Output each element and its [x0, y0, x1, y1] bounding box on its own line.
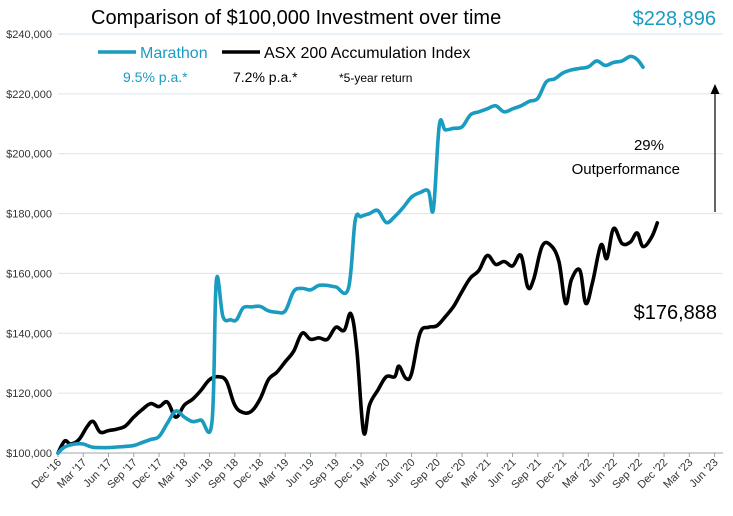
- legend-marathon-return: 9.5% p.a.*: [123, 69, 188, 85]
- y-tick-label: $140,000: [6, 328, 52, 340]
- asx200-line: [56, 221, 660, 455]
- legend-index-label: ASX 200 Accumulation Index: [264, 45, 470, 62]
- legend-index-return: 7.2% p.a.*: [233, 69, 298, 85]
- legend: Marathon ASX 200 Accumulation Index 9.5%…: [98, 45, 470, 85]
- outperformance-label: Outperformance: [572, 161, 680, 178]
- y-tick-label: $160,000: [6, 268, 52, 280]
- legend-marathon-label: Marathon: [140, 45, 208, 62]
- y-tick-label: $240,000: [6, 29, 52, 41]
- y-tick-label: $220,000: [6, 89, 52, 101]
- y-tick-label: $100,000: [6, 448, 52, 460]
- y-tick-label: $120,000: [6, 388, 52, 400]
- series: [56, 54, 660, 455]
- outperformance-percent: 29%: [634, 137, 664, 154]
- final-index-value: $176,888: [634, 302, 717, 324]
- legend-footnote: *5-year return: [339, 71, 412, 85]
- outperformance-arrow-head: [710, 84, 720, 94]
- chart-title: Comparison of $100,000 Investment over t…: [91, 7, 501, 29]
- x-tick-label: Jun '23: [687, 457, 720, 490]
- axes: $100,000 $120,000 $140,000 $160,000 $180,000…: [6, 29, 723, 491]
- y-tick-label: $180,000: [6, 209, 52, 221]
- gridlines: [58, 33, 723, 454]
- outperformance-annotation: 29% Outperformance: [572, 84, 720, 212]
- marathon-line: [56, 54, 645, 455]
- final-marathon-value: $228,896: [633, 8, 716, 30]
- y-tick-label: $200,000: [6, 149, 52, 161]
